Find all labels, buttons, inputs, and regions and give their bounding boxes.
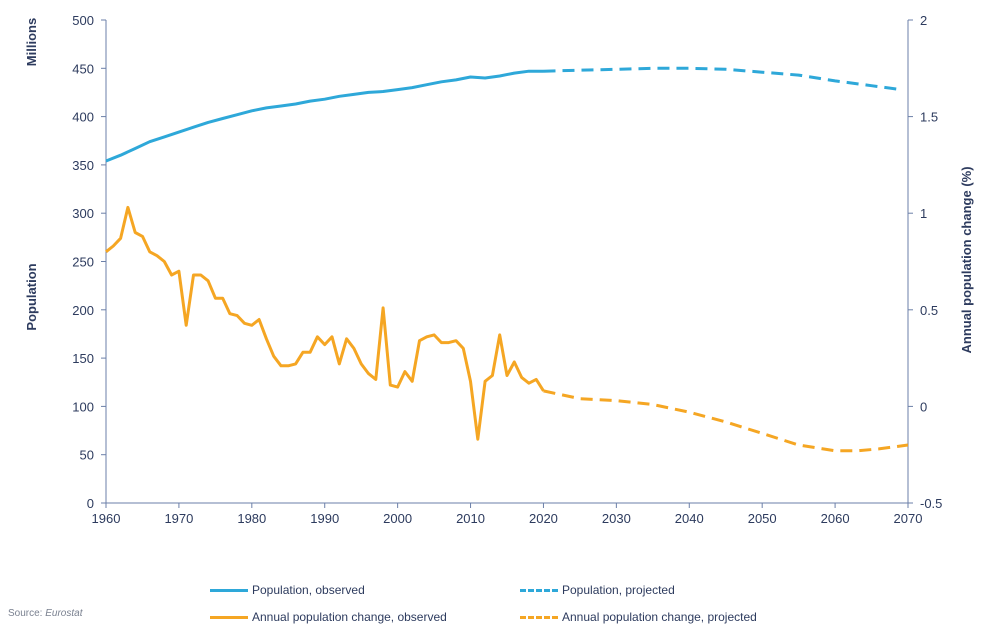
series-change-observed bbox=[105, 205, 545, 441]
legend-swatch bbox=[210, 615, 248, 619]
x-tick-label: 1980 bbox=[237, 511, 266, 526]
x-tick-label: 2040 bbox=[675, 511, 704, 526]
x-tick-label: 2000 bbox=[383, 511, 412, 526]
x-tick-label: 2030 bbox=[602, 511, 631, 526]
x-tick-label: 2060 bbox=[821, 511, 850, 526]
right-tick-label: 2 bbox=[920, 13, 927, 28]
left-tick-label: 200 bbox=[72, 303, 94, 318]
right-tick-label: -0.5 bbox=[920, 496, 942, 511]
series-population-projected bbox=[543, 66, 901, 92]
legend-label: Population, projected bbox=[562, 583, 675, 597]
left-tick-label: 500 bbox=[72, 13, 94, 28]
axes-layer bbox=[101, 19, 913, 508]
left-tick-label: 0 bbox=[87, 496, 94, 511]
legend-label: Annual population change, observed bbox=[252, 610, 447, 624]
source-prefix: Source: bbox=[8, 608, 46, 619]
source-note: Source: Eurostat bbox=[8, 608, 83, 619]
legend-item-change-observed: Annual population change, observed bbox=[210, 610, 447, 624]
legend-item-change-projected: Annual population change, projected bbox=[520, 610, 757, 624]
left-tick-label: 450 bbox=[72, 61, 94, 76]
legend-item-population-observed: Population, observed bbox=[210, 583, 365, 597]
series-layer bbox=[105, 66, 909, 453]
right-tick-label: 0 bbox=[920, 399, 927, 414]
series-population-observed bbox=[105, 69, 544, 163]
x-tick-label: 2050 bbox=[748, 511, 777, 526]
left-axis-label: Population bbox=[24, 263, 39, 330]
left-tick-label: 150 bbox=[72, 351, 94, 366]
tick-labels: 0 50 100 150 200 250 300 350 400 450 500 -0.5 0 0.5 1 1… bbox=[72, 13, 942, 526]
right-tick-label: 1.5 bbox=[920, 110, 938, 125]
x-tick-label: 2020 bbox=[529, 511, 558, 526]
left-tick-label: 250 bbox=[72, 255, 94, 270]
x-tick-label: 1970 bbox=[164, 511, 193, 526]
left-tick-label: 100 bbox=[72, 399, 94, 414]
source-name: Eurostat bbox=[45, 608, 83, 619]
legend-label: Annual population change, projected bbox=[562, 610, 757, 624]
right-tick-label: 0.5 bbox=[920, 303, 938, 318]
legend-item-population-projected: Population, projected bbox=[520, 583, 675, 597]
series-change-projected bbox=[543, 389, 909, 453]
x-tick-label: 1960 bbox=[92, 511, 121, 526]
x-tick-label: 1990 bbox=[310, 511, 339, 526]
legend-swatch bbox=[520, 615, 558, 619]
x-tick-label: 2010 bbox=[456, 511, 485, 526]
x-tick-label: 2070 bbox=[894, 511, 923, 526]
left-axis-unit: Millions bbox=[24, 18, 39, 66]
legend-label: Population, observed bbox=[252, 583, 365, 597]
left-tick-label: 400 bbox=[72, 110, 94, 125]
left-tick-label: 300 bbox=[72, 206, 94, 221]
legend-swatch bbox=[520, 588, 558, 592]
right-tick-label: 1 bbox=[920, 206, 927, 221]
right-axis-label: Annual population change (%) bbox=[959, 166, 974, 353]
left-tick-label: 350 bbox=[72, 158, 94, 173]
legend-swatch bbox=[210, 588, 248, 592]
left-tick-label: 50 bbox=[80, 448, 94, 463]
